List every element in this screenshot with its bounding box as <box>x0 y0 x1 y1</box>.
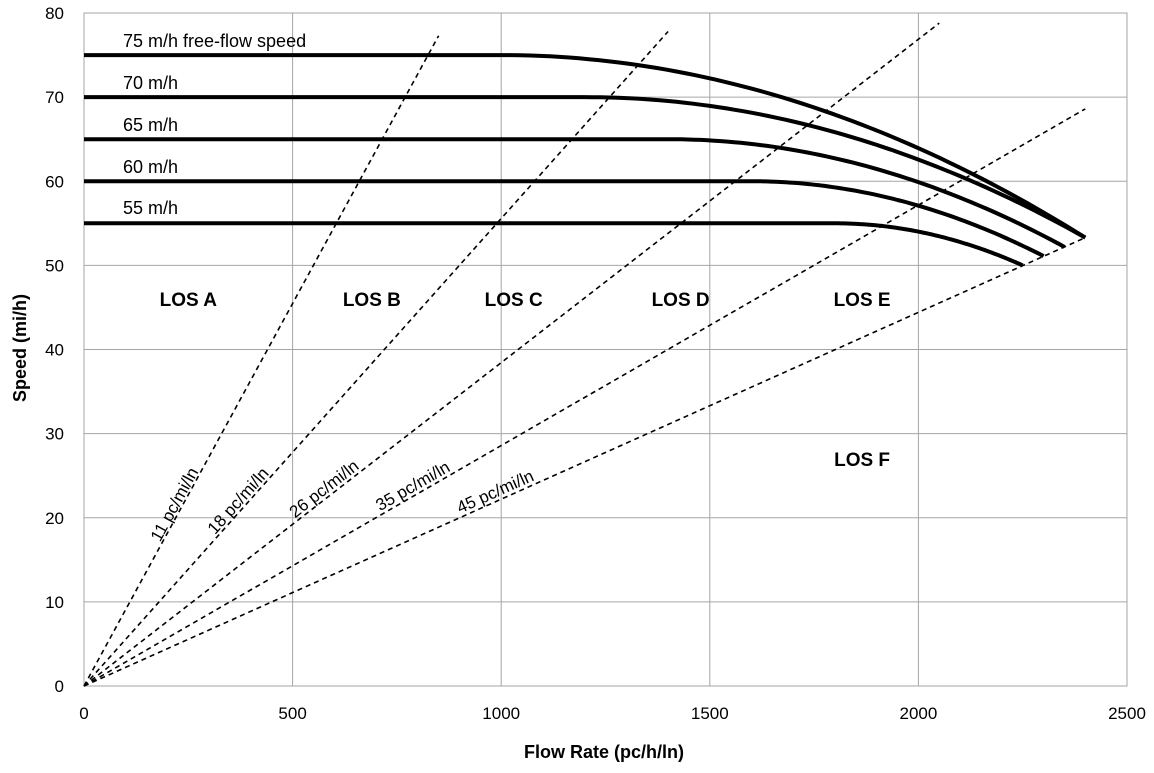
grid <box>83 12 1128 687</box>
annotations: 11 pc/mi/ln 18 pc/mi/ln 26 pc/mi/ln 35 pc/m… <box>123 31 891 545</box>
los-region-label: LOS A <box>160 290 218 311</box>
y-axis-title: Speed (mi/h) <box>10 294 30 402</box>
curve-label: 55 m/h <box>123 198 178 218</box>
density-label: 45 pc/mi/ln <box>454 466 537 517</box>
speed-flow-curve <box>84 137 1066 249</box>
y-tick-label: 50 <box>45 256 64 275</box>
curve-label: 75 m/h free-flow speed <box>123 31 306 51</box>
x-tick-label: 2000 <box>899 704 937 723</box>
y-tick-label: 70 <box>45 88 64 107</box>
curve-label: 60 m/h <box>123 157 178 177</box>
x-tick-label: 1000 <box>482 704 520 723</box>
density-line <box>83 236 1086 687</box>
y-tick-label: 60 <box>45 172 64 191</box>
los-region-label: LOS C <box>485 290 543 311</box>
y-tick-label: 10 <box>45 593 64 612</box>
y-tick-label: 0 <box>55 677 64 696</box>
x-axis-title: Flow Rate (pc/h/ln) <box>524 742 684 762</box>
density-line <box>83 22 940 687</box>
speed-flow-curve <box>84 95 1087 240</box>
density-line <box>83 35 440 687</box>
tick-labels: 0 10 20 30 40 50 60 70 80 0 500 1000 1500 2000 2500 <box>45 4 1146 723</box>
los-region-label: LOS F <box>834 450 890 471</box>
density-label: 18 pc/mi/ln <box>204 464 273 538</box>
x-tick-label: 0 <box>79 704 88 723</box>
speed-flow-curve <box>84 179 1045 258</box>
los-region-label: LOS B <box>343 290 401 311</box>
curve-label: 70 m/h <box>123 73 178 93</box>
y-tick-label: 80 <box>45 4 64 23</box>
density-lines <box>83 22 1086 687</box>
speed-flow-curve <box>84 221 1024 268</box>
y-tick-label: 30 <box>45 425 64 444</box>
curve-label: 65 m/h <box>123 115 178 135</box>
speed-flow-curves <box>84 53 1087 268</box>
speed-flow-curve <box>84 53 1087 240</box>
density-label: 35 pc/mi/ln <box>373 457 454 515</box>
density-label: 11 pc/mi/ln <box>147 464 202 544</box>
y-tick-label: 20 <box>45 509 64 528</box>
density-label: 26 pc/mi/ln <box>286 456 363 521</box>
x-tick-label: 500 <box>278 704 306 723</box>
y-tick-label: 40 <box>45 341 64 360</box>
los-region-label: LOS D <box>652 290 710 311</box>
los-region-label: LOS E <box>834 290 891 311</box>
x-tick-label: 2500 <box>1108 704 1146 723</box>
density-line <box>83 108 1086 687</box>
x-tick-label: 1500 <box>691 704 729 723</box>
